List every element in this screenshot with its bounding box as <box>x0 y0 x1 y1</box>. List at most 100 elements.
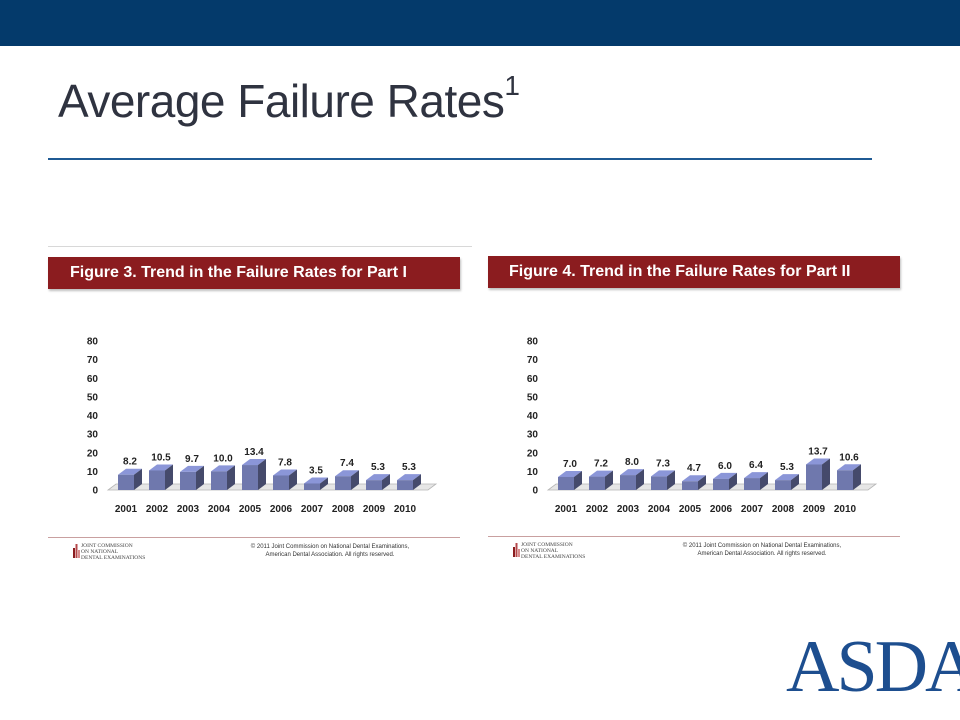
bar <box>149 470 165 490</box>
copyright-line: © 2011 Joint Commission on National Dent… <box>682 543 842 549</box>
x-tick-label: 2007 <box>741 504 764 515</box>
x-tick-label: 2009 <box>363 504 386 515</box>
org-line: On National <box>81 549 119 555</box>
bar <box>806 464 822 490</box>
org-line: Dental Examinations <box>521 554 586 560</box>
y-tick-label: 10 <box>87 467 99 478</box>
figure-4-header: Figure 4. Trend in the Failure Rates for… <box>488 256 900 288</box>
org-line: Dental Examinations <box>81 555 146 561</box>
bar <box>211 471 227 490</box>
bar-side <box>320 477 328 490</box>
y-tick-label: 40 <box>87 411 99 422</box>
bar-side <box>134 468 142 490</box>
x-tick-label: 2002 <box>146 504 169 515</box>
y-tick-label: 50 <box>87 392 99 403</box>
y-tick-label: 40 <box>527 411 539 422</box>
figure-4-footer-rule <box>488 536 900 537</box>
figure-4-jcnde-logo-mark <box>513 543 520 557</box>
bar <box>273 475 289 490</box>
bar-side <box>196 465 204 490</box>
x-tick-label: 2001 <box>115 504 138 515</box>
x-tick-label: 2004 <box>208 504 231 515</box>
bar-top <box>713 472 737 479</box>
x-tick-label: 2004 <box>648 504 671 515</box>
bar-side <box>729 472 737 490</box>
y-tick-label: 20 <box>87 448 99 459</box>
slide-title-text: Average Failure Rates <box>58 75 505 127</box>
figure-4-copyright: © 2011 Joint Commission on National Dent… <box>672 542 852 558</box>
x-tick-label: 2010 <box>834 504 857 515</box>
bar-side <box>698 475 706 490</box>
data-label: 5.3 <box>371 462 385 473</box>
bar <box>366 480 382 490</box>
figure-3-jcnde-logo-text: Joint Commission On National Dental Exam… <box>81 543 145 561</box>
bar-top <box>304 477 328 484</box>
slide-title: Average Failure Rates1 <box>58 70 520 128</box>
data-label: 7.0 <box>563 459 577 470</box>
x-tick-label: 2008 <box>772 504 795 515</box>
bar-side <box>165 464 173 490</box>
data-label: 10.6 <box>839 452 859 463</box>
data-label: 10.5 <box>151 452 171 463</box>
data-label: 8.2 <box>123 457 137 468</box>
y-tick-label: 50 <box>527 392 539 403</box>
y-tick-label: 60 <box>87 374 99 385</box>
bar-side <box>605 470 613 490</box>
figure-3-header: Figure 3. Trend in the Failure Rates for… <box>48 257 460 289</box>
figure-4-chart: 0 10 20 30 40 50 60 70 80 7.0 2001 7.2 2002 8.0 2003 7.… <box>527 337 878 515</box>
bar <box>180 471 196 490</box>
bar-side <box>382 474 390 490</box>
bar-side <box>667 470 675 490</box>
org-line: Joint Commission <box>521 542 573 548</box>
bar <box>775 480 791 490</box>
bar <box>837 470 853 490</box>
bar <box>118 474 134 490</box>
y-tick-label: 30 <box>527 430 539 441</box>
bar <box>744 478 760 490</box>
figure-3-chart: 0 10 20 30 40 50 60 70 80 8.2 2001 10.5 2002 9.7 2003 1… <box>87 337 438 515</box>
x-tick-label: 2006 <box>270 504 293 515</box>
bar-side <box>413 474 421 490</box>
org-line: Joint Commission <box>81 543 133 549</box>
figure-3-jcnde-logo-mark <box>73 544 80 558</box>
x-tick-label: 2001 <box>555 504 578 515</box>
y-tick-label: 80 <box>527 337 539 348</box>
x-tick-label: 2003 <box>617 504 640 515</box>
data-label: 5.3 <box>780 462 794 473</box>
y-tick-label: 80 <box>87 337 99 348</box>
top-banner <box>0 0 960 46</box>
data-label: 9.7 <box>185 454 199 465</box>
y-tick-label: 70 <box>527 355 539 366</box>
bar-side <box>227 465 235 490</box>
bar <box>713 478 729 490</box>
bar <box>589 476 605 490</box>
bar-top <box>242 459 266 466</box>
figure-3-copyright: © 2011 Joint Commission on National Dent… <box>240 543 420 559</box>
data-label: 10.0 <box>213 453 233 464</box>
data-label: 13.7 <box>808 446 828 457</box>
y-tick-label: 20 <box>527 448 539 459</box>
data-label: 6.0 <box>718 461 732 472</box>
y-tick-label: 10 <box>527 467 539 478</box>
bar-side <box>822 458 830 490</box>
bar <box>242 465 258 490</box>
bar <box>620 475 636 490</box>
bar-side <box>289 469 297 490</box>
figure-4-jcnde-logo-text: Joint Commission On National Dental Exam… <box>521 542 585 560</box>
data-label: 7.3 <box>656 458 670 469</box>
bar-side <box>853 464 861 490</box>
bar-side <box>791 474 799 490</box>
bar-top <box>118 468 142 475</box>
bar-top <box>744 472 768 479</box>
bar-side <box>574 470 582 490</box>
bar-side <box>351 470 359 490</box>
x-tick-label: 2009 <box>803 504 826 515</box>
figure-3-top-rule <box>48 246 472 247</box>
y-tick-label: 30 <box>87 430 99 441</box>
y-tick-label: 70 <box>87 355 99 366</box>
bar <box>558 476 574 490</box>
asda-logo: ASDA <box>786 626 960 708</box>
bar-side <box>760 472 768 490</box>
x-tick-label: 2002 <box>586 504 609 515</box>
bar-side <box>258 459 266 490</box>
